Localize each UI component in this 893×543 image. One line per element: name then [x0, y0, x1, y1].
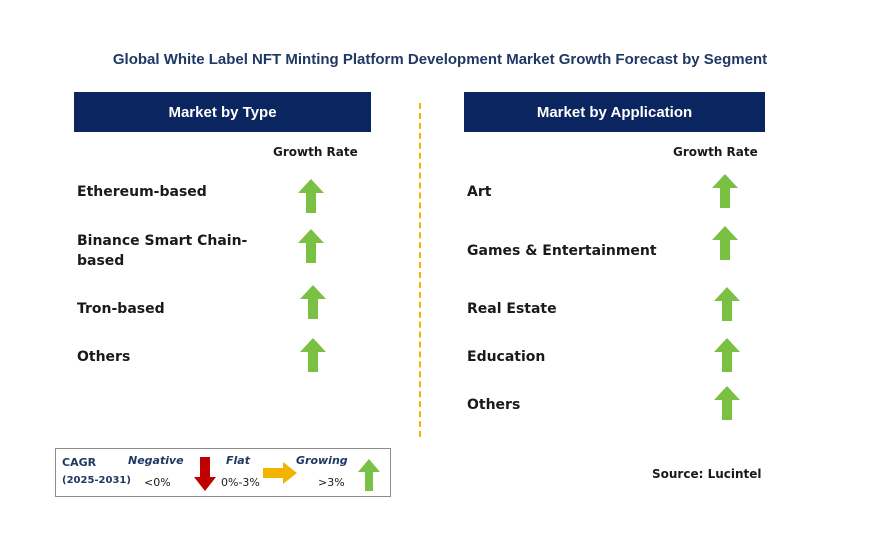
legend-up-arrow-icon: [358, 459, 380, 491]
legend-down-arrow-icon: [194, 457, 216, 491]
type-panel-title: Market by Type: [168, 103, 277, 121]
application-panel-header: Market by Application: [464, 92, 765, 132]
type-growth-up-arrow-icon: [298, 229, 324, 263]
type-growth-rate-label: Growth Rate: [273, 145, 358, 159]
type-growth-up-arrow-icon: [298, 179, 324, 213]
application-growth-up-arrow-icon: [712, 174, 738, 208]
type-row-label: Binance Smart Chain-based: [77, 233, 248, 269]
application-row-label: Art: [467, 184, 492, 200]
type-panel-header: Market by Type: [74, 92, 371, 132]
application-growth-up-arrow-icon: [714, 386, 740, 420]
legend-negative-range: <0%: [144, 476, 171, 489]
application-row-label: Education: [467, 349, 546, 365]
application-row-label: Others: [467, 397, 521, 413]
source-label: Source: Lucintel: [652, 467, 762, 481]
type-growth-up-arrow-icon: [300, 338, 326, 372]
legend-period: (2025-2031): [62, 475, 131, 486]
type-row-label: Ethereum-based: [77, 184, 207, 200]
application-growth-up-arrow-icon: [714, 338, 740, 372]
legend-flat-range: 0%-3%: [221, 476, 260, 489]
application-growth-up-arrow-icon: [714, 287, 740, 321]
legend-cagr-label: CAGR: [62, 456, 97, 469]
application-row-label: Games & Entertainment: [467, 243, 657, 259]
type-row-label: Tron-based: [77, 301, 165, 317]
application-panel-title: Market by Application: [536, 103, 693, 121]
panel-divider: [419, 103, 421, 437]
legend-right-arrow-icon: [263, 462, 297, 484]
legend-growing-label: Growing: [296, 454, 348, 467]
application-growth-rate-label: Growth Rate: [673, 145, 758, 159]
type-growth-up-arrow-icon: [300, 285, 326, 319]
application-growth-up-arrow-icon: [712, 226, 738, 260]
chart-title: Global White Label NFT Minting Platform …: [112, 51, 768, 68]
legend-negative-label: Negative: [128, 454, 184, 467]
legend-flat-label: Flat: [226, 454, 250, 467]
cagr-legend: CAGR (2025-2031) Negative <0% Flat 0%-3%…: [55, 448, 391, 497]
application-row-label: Real Estate: [467, 301, 557, 317]
legend-growing-range: >3%: [318, 476, 345, 489]
type-row-label: Others: [77, 349, 131, 365]
